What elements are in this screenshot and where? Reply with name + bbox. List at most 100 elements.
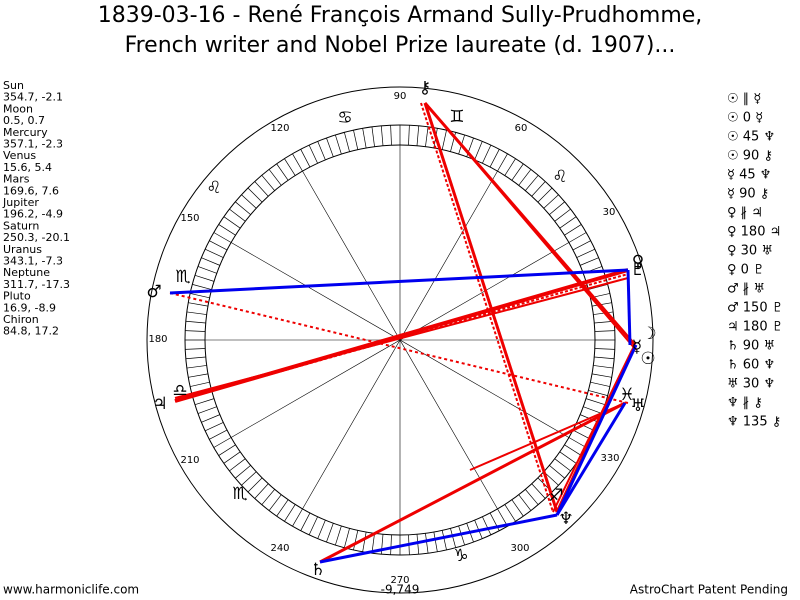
planet-glyph: ♄ — [310, 560, 325, 580]
degree-label: 330 — [600, 453, 619, 464]
hatch-tick — [300, 149, 311, 168]
hatch-tick — [433, 531, 438, 552]
hatch-tick — [308, 516, 318, 536]
hatch-tick — [568, 232, 587, 243]
hatch-tick — [254, 483, 269, 499]
hatch-tick — [276, 163, 289, 181]
planet-glyph: ⚷ — [419, 78, 431, 98]
hatch-tick — [344, 132, 350, 152]
hatch-tick — [276, 499, 289, 517]
zodiac-sign: ♓ — [619, 385, 634, 405]
planet-glyph: ☿ — [632, 337, 642, 357]
zodiac-sign: ♌ — [206, 178, 221, 198]
hatch-tick — [247, 477, 263, 493]
hatch-tick — [194, 275, 215, 282]
hatch-tick — [441, 130, 447, 150]
hatch-tick — [362, 128, 367, 149]
hatch-tick — [223, 216, 241, 229]
aspect-item: ♆ 135 ⚷ — [727, 415, 781, 430]
hatch-tick — [201, 257, 220, 266]
hatch-tick — [261, 489, 275, 505]
planet-glyph: ♆ — [558, 509, 573, 529]
hatch-tick — [218, 444, 236, 456]
planet-name: Mars — [3, 173, 30, 186]
planet-name: Mercury — [3, 126, 48, 139]
hatch-tick — [204, 248, 224, 258]
hatch-tick — [241, 471, 257, 486]
planet-name: Jupiter — [2, 196, 39, 209]
hatch-tick — [543, 194, 559, 209]
spoke — [230, 242, 570, 438]
zodiac-sign: ♊ — [449, 107, 464, 127]
hatch-tick — [585, 398, 606, 405]
aspect-item: ♀ 180 ♃ — [727, 225, 781, 240]
aspect-line — [555, 402, 627, 516]
hatch-tick — [185, 320, 206, 324]
hatch-tick — [497, 153, 508, 172]
hatch-tick — [190, 381, 210, 387]
hatch-tick — [317, 520, 326, 539]
aspect-item: ♀ 30 ♅ — [727, 244, 773, 259]
aspect-item: ☿ 90 ⚷ — [727, 187, 769, 202]
planet-glyph: ☽ — [641, 324, 656, 344]
zodiac-sign: ♌ — [552, 167, 567, 187]
aspect-item: ☉ 0 ☿ — [727, 111, 763, 126]
hatch-tick — [390, 534, 392, 555]
aspect-item: ☉ ∥ ☿ — [727, 92, 761, 107]
hatch-tick — [554, 208, 571, 222]
hatch-tick — [317, 141, 326, 160]
hatch-tick — [188, 302, 209, 307]
hatch-tick — [559, 451, 577, 464]
aspect-item: ♀ 0 ♇ — [727, 263, 765, 278]
hatch-tick — [326, 137, 334, 157]
hatch-tick — [583, 406, 603, 414]
planet-coords: 343.1, -7.3 — [3, 255, 63, 268]
degree-label: 120 — [270, 123, 289, 134]
aspect-item: ♆ ∦ ⚷ — [727, 396, 763, 411]
hatch-tick — [458, 525, 465, 546]
hatch-tick — [549, 465, 565, 479]
hatch-tick — [594, 348, 615, 350]
aspect-item: ♂ ∦ ♅ — [727, 282, 765, 297]
zodiac-sign: ♏ — [232, 484, 247, 504]
footer-left: www.harmoniclife.com — [3, 583, 139, 597]
planet-name: Neptune — [3, 266, 50, 279]
hatch-tick — [537, 187, 553, 203]
hatch-tick — [190, 293, 210, 299]
planet-glyph: ♂ — [146, 282, 161, 302]
hatch-tick — [188, 373, 209, 378]
aspect-item: ☉ 90 ⚷ — [727, 149, 773, 164]
hatch-tick — [482, 516, 492, 536]
hatch-tick — [525, 175, 539, 191]
aspect-item: ♂ 150 ♇ — [727, 301, 783, 316]
zodiac: ♋ ♊ ♌ ♌ ♏ ♎ ♏ ♑ ♐ ♓ — [172, 107, 634, 566]
aspect-item: ♅ 30 ♆ — [727, 377, 775, 392]
aspect-line — [423, 102, 559, 513]
degree-label: 210 — [180, 455, 199, 466]
footer-right: AstroChart Patent Pending — [630, 583, 788, 597]
planet-coords: 250.3, -20.1 — [3, 231, 70, 244]
aspect-line — [555, 344, 638, 516]
planet-glyph: ♇ — [630, 260, 645, 280]
planet-name: Uranus — [3, 243, 42, 256]
aspect-list: ☉ ∥ ☿ ☉ 0 ☿ ☉ 45 ♆ ☉ 90 ⚷ ☿ 45 ♆ ☿ 90 ⚷ ♀ ∦ ♃ ♀… — [727, 92, 783, 430]
hatch-tick — [380, 125, 384, 146]
degree-label: 180 — [148, 334, 167, 345]
hatch-tick — [568, 437, 587, 448]
hatch-tick — [590, 381, 610, 387]
hatch-tick — [425, 533, 429, 554]
hatch-tick — [489, 149, 500, 168]
hatch-tick — [572, 240, 591, 251]
hatch-tick — [185, 330, 206, 332]
hatch-tick — [335, 525, 342, 546]
zodiac-sign: ♐ — [548, 486, 563, 506]
degree-label: 150 — [180, 213, 199, 224]
hatch-tick — [518, 494, 532, 511]
hatch-tick — [416, 534, 420, 555]
hatch-tick — [235, 201, 251, 215]
hatch-tick — [235, 465, 251, 479]
hatch-tick — [362, 531, 367, 552]
hatch-tick — [580, 257, 599, 266]
